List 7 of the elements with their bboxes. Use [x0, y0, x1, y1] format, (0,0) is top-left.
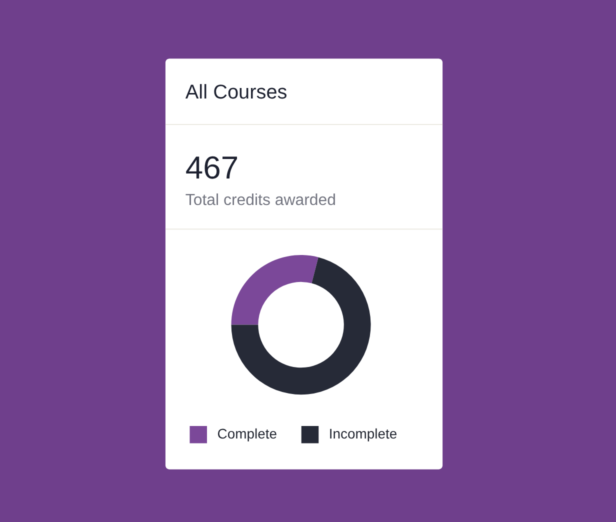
text: 467: [185, 149, 239, 186]
text: Total credits awarded: [185, 192, 336, 210]
donut-slice: [231, 257, 371, 395]
legend-label: Incomplete: [328, 426, 398, 442]
donut-slice: [231, 255, 318, 325]
legend-label: Complete: [217, 426, 278, 442]
chart-title: All Courses: [185, 82, 288, 104]
